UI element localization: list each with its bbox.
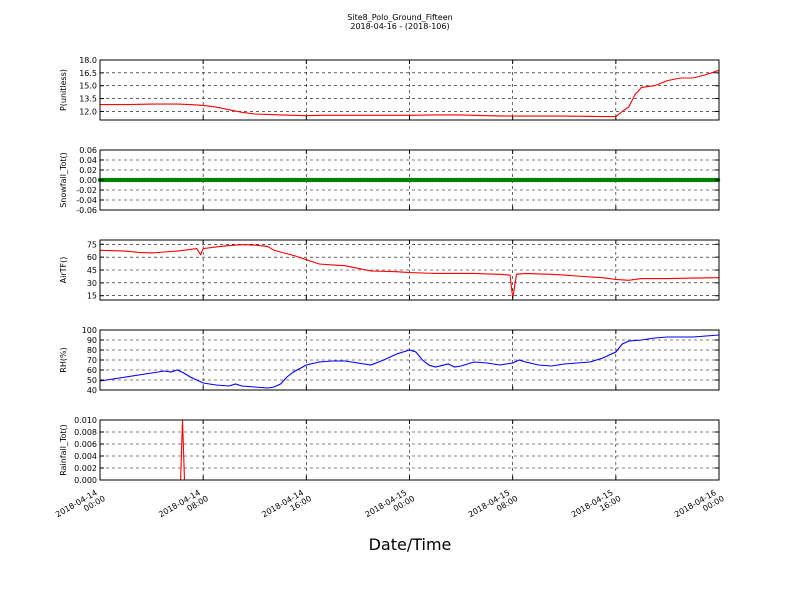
- y-axis-label: RH(%): [59, 347, 68, 372]
- y-tick-label: -0.04: [76, 196, 97, 205]
- y-axis-label: AirTF(): [59, 257, 68, 284]
- y-axis-label: Rainfall_Tot(): [59, 424, 68, 476]
- y-tick-label: 50: [87, 376, 97, 385]
- y-tick-label: 12.0: [79, 107, 97, 116]
- y-tick-label: 18.0: [79, 56, 97, 65]
- y-tick-label: 0.010: [74, 416, 97, 425]
- y-tick-label: 80: [87, 346, 97, 355]
- y-tick-label: 0.004: [74, 452, 97, 461]
- y-tick-label: 100: [82, 326, 97, 335]
- y-tick-label: 0.002: [74, 464, 97, 473]
- y-tick-label: 75: [87, 240, 97, 249]
- y-tick-label: 0.00: [79, 176, 97, 185]
- y-axis-label: Snowfall_Tot(): [59, 152, 68, 208]
- subplot-5: 0.000 0.002 0.004 0.006 0.008 0.010 Rainfall_T…: [59, 416, 720, 485]
- y-tick-label: 60: [87, 253, 97, 262]
- subplot-1: 12.0 13.5 15.0 16.5 18.0 P(unitless): [59, 56, 720, 121]
- y-tick-label: 40: [87, 386, 97, 395]
- y-tick-label: 15.0: [79, 82, 97, 91]
- subplot-3: 15 30 45 60 75 AirTF(): [59, 239, 720, 301]
- y-tick-label: 0.008: [74, 428, 97, 437]
- y-tick-label: 45: [87, 266, 97, 275]
- x-axis-label: Date/Time: [369, 535, 452, 554]
- subplot-2: -0.06-0.04-0.020.000.020.040.06 Snowfall_…: [59, 146, 721, 215]
- y-tick-label: 13.5: [79, 95, 97, 104]
- y-tick-label: -0.02: [76, 186, 97, 195]
- y-tick-label: 30: [87, 279, 97, 288]
- y-tick-label: 70: [87, 356, 97, 365]
- figure-title: Site8_Polo_Ground_Fifteen: [347, 13, 452, 22]
- y-tick-label: 0.06: [79, 146, 97, 155]
- series-line: [100, 69, 720, 118]
- y-tick-label: 0.04: [79, 156, 97, 165]
- y-tick-label: 15: [87, 292, 97, 301]
- y-tick-label: 60: [87, 366, 97, 375]
- y-tick-label: 0.02: [79, 166, 97, 175]
- y-tick-label: 0.000: [74, 476, 97, 485]
- series-line: [99, 244, 720, 299]
- y-axis-label: P(unitless): [59, 69, 68, 111]
- figure-subtitle: 2018-04-16 - (2018-106): [350, 22, 449, 31]
- y-tick-label: 0.006: [74, 440, 97, 449]
- panels: 12.013.515.016.518.0P(unitless)-0.06-0.0…: [59, 56, 721, 485]
- y-tick-label: 16.5: [79, 69, 97, 78]
- series-line: [99, 334, 720, 389]
- y-tick-label: -0.06: [76, 206, 97, 215]
- y-tick-label: 90: [87, 336, 97, 345]
